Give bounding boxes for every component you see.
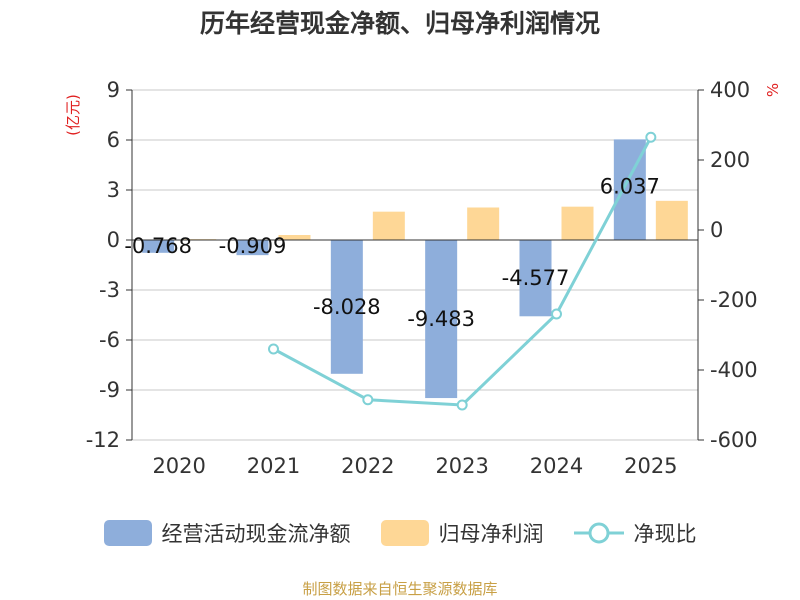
ratio-point xyxy=(551,308,562,320)
legend-item-cashflow[interactable]: 经营活动现金流净额 xyxy=(103,518,351,548)
ratio-point xyxy=(645,131,657,143)
bar-cashflow xyxy=(236,240,269,256)
left-tick-label: -9 xyxy=(99,378,120,402)
data-label-cashflow: -8.028 xyxy=(313,295,381,319)
data-label-cashflow: -9.483 xyxy=(407,307,475,331)
left-tick-label: -6 xyxy=(99,328,120,352)
left-tick-label: 6 xyxy=(107,128,120,152)
right-axis-unit: % xyxy=(764,83,782,97)
left-tick-label: 0 xyxy=(107,228,120,252)
bar-profit xyxy=(655,200,688,240)
data-source: 制图数据来自恒生聚源数据库 xyxy=(302,580,498,598)
ratio-line xyxy=(268,131,657,411)
x-tick-label: 2025 xyxy=(624,454,677,478)
left-tick-label: -3 xyxy=(99,278,120,302)
legend-label-ratio: 净现比 xyxy=(633,522,697,546)
ratio-line-path xyxy=(272,136,653,407)
data-label-cashflow: -0.909 xyxy=(219,234,287,258)
right-tick-label: 0 xyxy=(710,218,723,242)
legend-line-icon xyxy=(573,522,624,544)
x-tick-label: 2022 xyxy=(341,454,394,478)
x-tick-label: 2023 xyxy=(435,454,488,478)
legend-label-cashflow: 经营活动现金流净额 xyxy=(161,522,351,546)
ratio-point xyxy=(268,343,279,355)
left-axis-unit: (亿元) xyxy=(64,94,82,136)
ratio-point xyxy=(456,399,468,411)
ratio-point xyxy=(362,394,374,406)
left-tick-label: -12 xyxy=(86,428,120,452)
legend-item-profit[interactable]: 归母净利润 xyxy=(380,518,544,548)
right-tick-label: -600 xyxy=(710,428,758,452)
right-tick-label: -400 xyxy=(710,358,758,382)
data-label-cashflow: 6.037 xyxy=(600,174,660,198)
right-tick-label: 200 xyxy=(710,148,750,172)
right-tick-label: -200 xyxy=(710,288,758,312)
legend: 经营活动现金流净额 归母净利润 净现比 xyxy=(0,518,800,548)
gridlines xyxy=(132,89,698,441)
bar-cashflow xyxy=(519,240,552,317)
data-label-cashflow: -4.577 xyxy=(502,266,570,290)
bar-cashflow xyxy=(142,240,175,253)
data-label-cashflow: -0.768 xyxy=(124,234,192,258)
legend-item-ratio[interactable]: 净现比 xyxy=(573,518,697,548)
x-tick-label: 2020 xyxy=(152,454,205,478)
x-tick-label: 2024 xyxy=(530,454,583,478)
left-tick-label: 9 xyxy=(107,78,120,102)
bar-cashflow xyxy=(330,240,363,374)
bar-cashflow xyxy=(425,240,458,399)
chart-title: 历年经营现金净额、归母净利润情况 xyxy=(199,9,600,38)
left-tick-label: 3 xyxy=(107,178,120,202)
bar-profit xyxy=(561,206,594,240)
bar-profit xyxy=(467,207,500,240)
legend-label-profit: 归母净利润 xyxy=(438,522,544,546)
bar-profit xyxy=(278,235,311,240)
axes xyxy=(126,89,704,441)
x-tick-label: 2021 xyxy=(247,454,300,478)
bar-profit xyxy=(372,211,405,240)
data-labels: -0.768 -0.909 -8.028 -9.483 -4.577 6.037 xyxy=(124,174,660,331)
legend-swatch-profit xyxy=(380,520,429,546)
legend-swatch-cashflow xyxy=(103,520,152,546)
right-tick-label: 400 xyxy=(710,78,750,102)
tick-labels: 9 6 3 0 -3 -6 -9 -12 400 200 0 -200 -400 -600 (亿元)% 202… xyxy=(64,78,782,478)
